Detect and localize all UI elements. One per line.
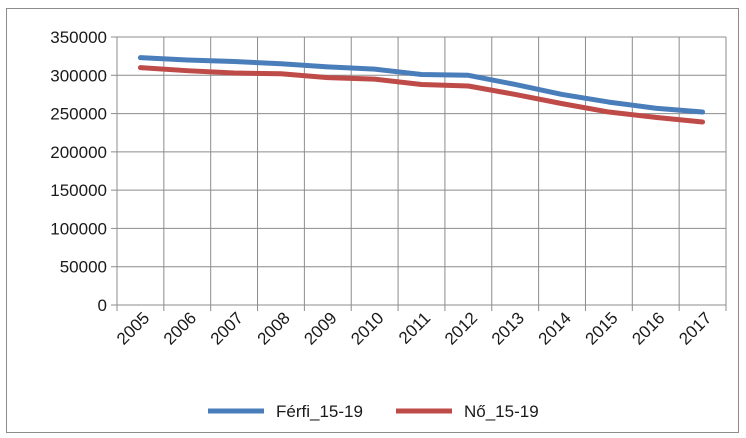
- x-tick-label: 2005: [113, 308, 153, 348]
- gridlines: [117, 36, 727, 305]
- y-tick-label: 0: [98, 296, 107, 315]
- y-tick-label: 200000: [50, 143, 107, 162]
- series-line-1: [137, 65, 706, 125]
- x-tick-label: 2007: [207, 308, 247, 348]
- x-tick-label: 2009: [300, 308, 340, 348]
- legend: Férfi_15-19 Nő_15-19: [208, 402, 539, 421]
- series-lines: [137, 55, 706, 125]
- x-tick-label: 2012: [441, 308, 481, 348]
- y-tick-label: 100000: [50, 219, 107, 238]
- y-axis-tick-labels: 0 50000 100000 150000 200000 250000 300000 3500…: [50, 28, 107, 315]
- legend-label-ferfi: Férfi_15-19: [276, 402, 363, 421]
- x-tick-label: 2016: [628, 308, 668, 348]
- y-tick-label: 250000: [50, 105, 107, 124]
- x-tick-label: 2015: [582, 308, 622, 348]
- x-tick-label: 2011: [395, 308, 434, 347]
- x-axis-tick-labels: 2005 2006 2007 2008 2009 2010 2011 2012 2013 2014…: [113, 308, 715, 348]
- y-tick-label: 350000: [50, 28, 107, 47]
- x-tick-label: 2014: [535, 308, 575, 348]
- axes: [111, 36, 727, 311]
- y-tick-label: 50000: [60, 258, 107, 277]
- x-tick-label: 2017: [675, 308, 715, 348]
- x-tick-label: 2010: [347, 308, 387, 348]
- y-tick-label: 300000: [50, 66, 107, 85]
- series-line-0: [137, 55, 706, 115]
- x-tick-label: 2008: [254, 308, 294, 348]
- x-tick-label: 2013: [488, 308, 528, 348]
- y-tick-label: 150000: [50, 181, 107, 200]
- legend-label-no: Nő_15-19: [464, 402, 539, 421]
- x-tick-label: 2006: [160, 308, 200, 348]
